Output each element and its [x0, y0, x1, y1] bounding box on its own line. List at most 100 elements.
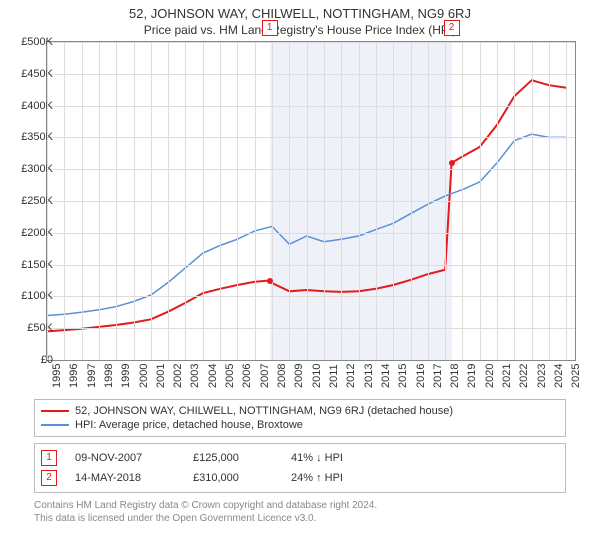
transaction-row: 1 09-NOV-2007 £125,000 41% ↓ HPI [41, 448, 559, 468]
x-tick-label: 2024 [553, 364, 565, 388]
plot-area: £0£50K£100K£150K£200K£250K£300K£350K£400… [46, 41, 576, 361]
x-tick-label: 2008 [276, 364, 288, 388]
x-tick-label: 1999 [120, 364, 132, 388]
transaction-row: 2 14-MAY-2018 £310,000 24% ↑ HPI [41, 468, 559, 488]
chart-title: 52, JOHNSON WAY, CHILWELL, NOTTINGHAM, N… [0, 0, 600, 21]
x-tick-label: 2025 [570, 364, 582, 388]
chart-subtitle: Price paid vs. HM Land Registry's House … [0, 21, 600, 41]
figure: 52, JOHNSON WAY, CHILWELL, NOTTINGHAM, N… [0, 0, 600, 560]
x-tick-label: 2014 [380, 364, 392, 388]
transaction-table: 1 09-NOV-2007 £125,000 41% ↓ HPI 2 14-MAY-201… [34, 443, 566, 493]
gridline-h [47, 201, 575, 202]
x-tick-label: 2023 [536, 364, 548, 388]
gridline-v [307, 42, 308, 360]
gridline-v [116, 42, 117, 360]
transaction-badge: 1 [41, 450, 57, 466]
gridline-v [134, 42, 135, 360]
x-tick-label: 2003 [189, 364, 201, 388]
gridline-v [549, 42, 550, 360]
x-tick-label: 1998 [103, 364, 115, 388]
gridline-v [324, 42, 325, 360]
x-tick-label: 2020 [484, 364, 496, 388]
transaction-price: £310,000 [193, 472, 273, 484]
transaction-badge: 2 [41, 470, 57, 486]
legend-swatch [41, 410, 69, 412]
gridline-v [514, 42, 515, 360]
x-tick-label: 2004 [207, 364, 219, 388]
gridline-h [47, 265, 575, 266]
footer-line: Contains HM Land Registry data © Crown c… [34, 499, 566, 512]
transaction-delta: 24% ↑ HPI [291, 472, 343, 484]
x-tick-label: 2017 [432, 364, 444, 388]
gridline-v [428, 42, 429, 360]
x-tick-label: 2012 [345, 364, 357, 388]
x-tick-label: 2010 [311, 364, 323, 388]
legend-swatch [41, 424, 69, 426]
x-tick-label: 2021 [501, 364, 513, 388]
gridline-v [151, 42, 152, 360]
x-tick-label: 2002 [172, 364, 184, 388]
legend-label: HPI: Average price, detached house, Brox… [75, 419, 303, 431]
gridline-h [47, 328, 575, 329]
gridline-v [82, 42, 83, 360]
x-tick-label: 1997 [86, 364, 98, 388]
transaction-delta: 41% ↓ HPI [291, 452, 343, 464]
x-tick-label: 2022 [518, 364, 530, 388]
x-tick-label: 2015 [397, 364, 409, 388]
gridline-v [462, 42, 463, 360]
transaction-date: 14-MAY-2018 [75, 472, 175, 484]
gridline-v [220, 42, 221, 360]
x-tick-label: 2018 [449, 364, 461, 388]
gridline-h [47, 137, 575, 138]
transaction-date: 09-NOV-2007 [75, 452, 175, 464]
series-legend: 52, JOHNSON WAY, CHILWELL, NOTTINGHAM, N… [34, 399, 566, 437]
gridline-v [376, 42, 377, 360]
x-tick-label: 2016 [415, 364, 427, 388]
gridline-v [99, 42, 100, 360]
x-tick-label: 1995 [51, 364, 63, 388]
gridline-v [532, 42, 533, 360]
gridline-v [480, 42, 481, 360]
gridline-v [168, 42, 169, 360]
gridline-v [497, 42, 498, 360]
x-tick-label: 2007 [259, 364, 271, 388]
sale-marker-label: 2 [444, 20, 460, 36]
x-tick-label: 2006 [241, 364, 253, 388]
sale-marker-dot [267, 278, 273, 284]
gridline-h [47, 74, 575, 75]
footer-line: This data is licensed under the Open Gov… [34, 512, 566, 525]
gridline-v [289, 42, 290, 360]
gridline-v [359, 42, 360, 360]
gridline-h [47, 296, 575, 297]
gridline-v [203, 42, 204, 360]
legend-row: HPI: Average price, detached house, Brox… [41, 418, 559, 432]
gridline-v [341, 42, 342, 360]
gridline-v [237, 42, 238, 360]
x-tick-label: 2013 [363, 364, 375, 388]
gridline-v [445, 42, 446, 360]
x-tick-label: 1996 [68, 364, 80, 388]
x-tick-label: 2009 [293, 364, 305, 388]
chart-area: £0£50K£100K£150K£200K£250K£300K£350K£400… [36, 41, 596, 391]
gridline-v [566, 42, 567, 360]
gridline-v [255, 42, 256, 360]
x-tick-label: 2011 [328, 364, 340, 388]
x-tick-label: 2001 [155, 364, 167, 388]
gridline-v [272, 42, 273, 360]
gridline-h [47, 169, 575, 170]
sale-marker-dot [449, 160, 455, 166]
attribution-footer: Contains HM Land Registry data © Crown c… [34, 499, 566, 525]
x-tick-label: 2019 [466, 364, 478, 388]
legend-row: 52, JOHNSON WAY, CHILWELL, NOTTINGHAM, N… [41, 404, 559, 418]
transaction-price: £125,000 [193, 452, 273, 464]
sale-marker-label: 1 [262, 20, 278, 36]
gridline-h [47, 233, 575, 234]
gridline-v [47, 42, 48, 360]
gridline-v [185, 42, 186, 360]
gridline-h [47, 106, 575, 107]
x-tick-label: 2000 [138, 364, 150, 388]
legend-label: 52, JOHNSON WAY, CHILWELL, NOTTINGHAM, N… [75, 405, 453, 417]
x-tick-label: 2005 [224, 364, 236, 388]
gridline-h [47, 42, 575, 43]
gridline-v [393, 42, 394, 360]
